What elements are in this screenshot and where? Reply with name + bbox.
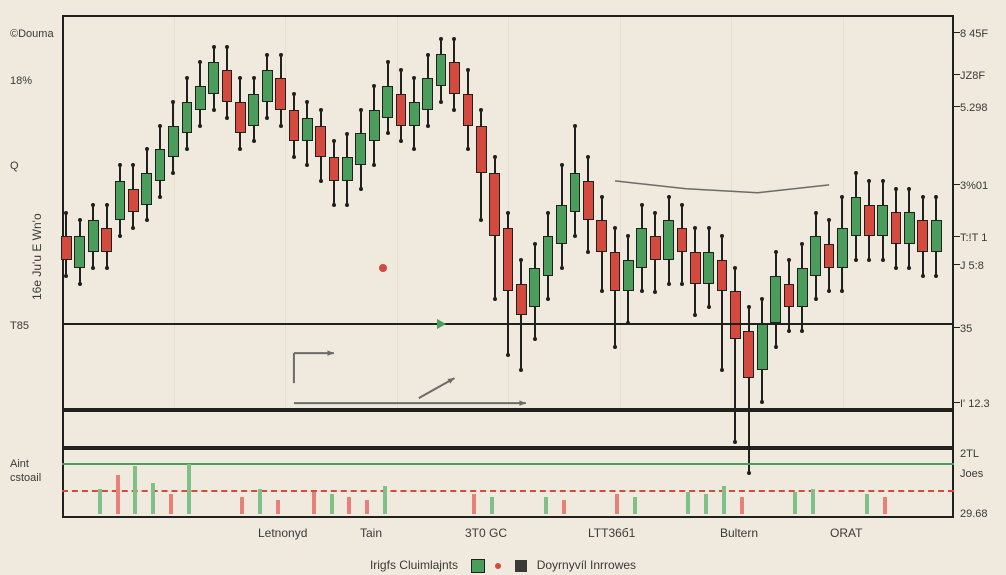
- divider-line: [62, 410, 954, 412]
- volume-bar[interactable]: [722, 486, 726, 514]
- y-right-tick: [954, 402, 960, 403]
- volume-bar[interactable]: [240, 497, 244, 514]
- divider-line: [62, 446, 954, 448]
- volume-bar[interactable]: [633, 497, 637, 514]
- volume-bar[interactable]: [865, 494, 869, 514]
- volume-bar[interactable]: [740, 497, 744, 514]
- volume-bar[interactable]: [472, 494, 476, 514]
- volume-bar[interactable]: [133, 466, 137, 514]
- volume-bar[interactable]: [562, 500, 566, 514]
- volume-bar[interactable]: [347, 497, 351, 514]
- volume-red-dashed-line: [62, 490, 954, 492]
- volume-bar[interactable]: [490, 497, 494, 514]
- volume-bar[interactable]: [544, 497, 548, 514]
- volume-bar[interactable]: [276, 500, 280, 514]
- volume-bar[interactable]: [686, 492, 690, 514]
- volume-bar[interactable]: [169, 494, 173, 514]
- volume-bar[interactable]: [811, 489, 815, 514]
- volume-bar[interactable]: [258, 489, 262, 514]
- y-right-tick: [954, 106, 960, 107]
- y-right-tick: [954, 236, 960, 237]
- volume-bar[interactable]: [116, 475, 120, 514]
- volume-bar[interactable]: [704, 494, 708, 514]
- volume-bar[interactable]: [615, 494, 619, 514]
- y-right-tick: [954, 32, 960, 33]
- volume-bar[interactable]: [98, 489, 102, 514]
- volume-bar[interactable]: [793, 492, 797, 514]
- volume-bar[interactable]: [365, 500, 369, 514]
- volume-green-line: [62, 463, 954, 465]
- volume-bar[interactable]: [187, 464, 191, 514]
- volume-bar[interactable]: [330, 494, 334, 514]
- y-right-tick: [954, 264, 960, 265]
- y-right-tick: [954, 74, 960, 75]
- volume-bar[interactable]: [383, 486, 387, 514]
- y-right-tick: [954, 327, 960, 328]
- volume-bar[interactable]: [312, 492, 316, 514]
- volume-bar[interactable]: [151, 483, 155, 514]
- volume-bar[interactable]: [883, 497, 887, 514]
- y-right-tick: [954, 184, 960, 185]
